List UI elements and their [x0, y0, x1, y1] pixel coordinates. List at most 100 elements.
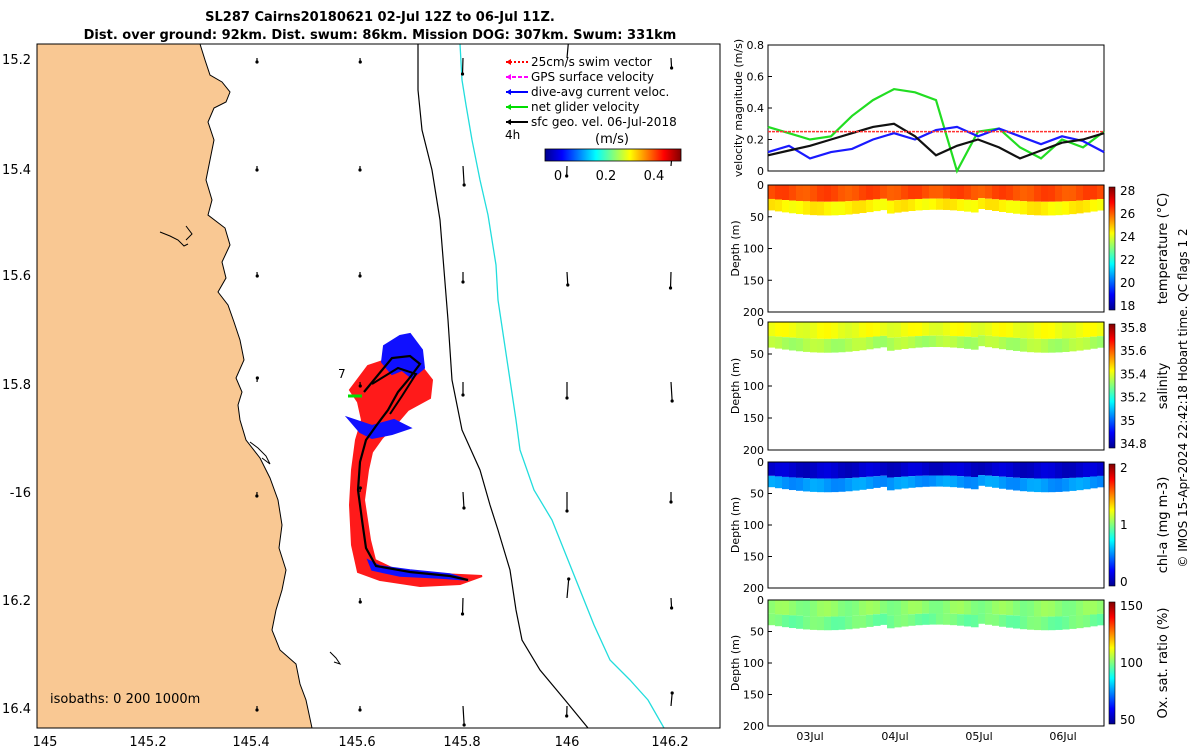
profile-cell — [887, 615, 895, 629]
profile-cell — [922, 462, 930, 476]
velocity-y-tick: 0.8 — [747, 39, 765, 52]
profile-cell — [1048, 478, 1056, 493]
profile-cell — [1006, 200, 1014, 213]
profile-cell — [894, 337, 902, 350]
profile-cell — [782, 200, 790, 213]
profile-cell — [999, 199, 1007, 212]
depth-tick: 50 — [750, 488, 764, 501]
profile-cell — [901, 199, 909, 212]
colorbar-tick: 18 — [1120, 299, 1135, 313]
depth-tick: 50 — [750, 626, 764, 639]
profile-cell — [1006, 477, 1014, 490]
depth-axis-label: Depth (m) — [729, 358, 742, 414]
isobaths-label: isobaths: 0 200 1000m — [50, 692, 200, 707]
profile-cell — [817, 478, 825, 493]
profile-cell — [859, 337, 867, 351]
profile-cell — [1048, 600, 1056, 617]
profile-cell — [908, 336, 916, 349]
profile-cell — [964, 462, 972, 477]
profile-cell — [859, 615, 867, 628]
profile-cell — [768, 475, 776, 488]
profile-cell — [1020, 600, 1028, 617]
profile-panel-1: 0 50 100 150 200 Depth (m) 28 26 24 22 20 18 tempera… — [729, 179, 1171, 319]
profile-cell — [957, 336, 965, 349]
velocity-plot-area — [767, 44, 1105, 172]
profile-cell — [985, 475, 993, 487]
profile-cell — [950, 462, 958, 476]
sfc-velocity-arrow — [670, 597, 673, 609]
profile-cell — [817, 185, 825, 202]
profile-cell — [796, 322, 804, 339]
profile-cell — [1055, 185, 1063, 202]
profile-cell — [922, 613, 930, 625]
lat-tick: 16.4 — [2, 702, 31, 717]
profile-cell — [880, 322, 888, 336]
depth-tick: 100 — [743, 380, 764, 393]
sfc-velocity-arrowhead — [565, 714, 569, 718]
profile-cell — [929, 462, 937, 476]
colorbar-tick: 0.4 — [644, 169, 665, 184]
depth-axis-label: Depth (m) — [729, 220, 742, 276]
profile-cell — [1048, 616, 1056, 631]
profile-cell — [1069, 338, 1077, 352]
velocity-series-dive-avg-current-veloc- — [767, 125, 1105, 160]
profile-cell — [845, 462, 853, 479]
profile-cell — [915, 462, 923, 476]
reef-patch-1 — [159, 231, 189, 247]
colorbar-tick: 28 — [1120, 184, 1135, 198]
colorbar-tick: 34.8 — [1120, 437, 1147, 451]
profile-cell — [852, 600, 860, 616]
legend-4h-label: 4h — [505, 128, 520, 142]
profile-cell — [901, 476, 909, 489]
profile-cell — [824, 462, 832, 479]
profile-cell — [1097, 322, 1105, 337]
profile-cell — [978, 613, 986, 624]
profile-cell — [1048, 201, 1056, 216]
time-tick: 06Jul — [1049, 730, 1076, 743]
profile-cell — [908, 614, 916, 626]
lat-tick: 16.2 — [2, 594, 31, 609]
profile-cell — [887, 322, 895, 338]
profile-cell — [999, 614, 1007, 627]
profile-cell — [915, 613, 923, 626]
profile-cell — [964, 614, 972, 627]
sfc-velocity-arrowhead — [669, 500, 673, 504]
profile-cell — [768, 198, 776, 211]
legend-arrowhead — [506, 59, 511, 65]
profile-cell — [1076, 185, 1084, 201]
profile-cell — [971, 185, 979, 201]
profile-cell — [1055, 338, 1063, 353]
profile-cell — [1069, 322, 1077, 339]
profile-cell — [978, 462, 986, 476]
figure-title-line2: Dist. over ground: 92km. Dist. swum: 86k… — [84, 28, 677, 43]
profile-cell — [922, 335, 930, 348]
profile-cell — [943, 613, 951, 625]
sfc-velocity-arrowhead — [358, 60, 362, 64]
profile-cell — [880, 185, 888, 199]
profile-cell — [1006, 600, 1014, 616]
profile-cell — [775, 185, 783, 200]
legend-label: sfc geo. vel. 06-Jul-2018 — [531, 115, 677, 129]
profile-cell — [894, 200, 902, 213]
sfc-velocity-arrowhead — [461, 280, 465, 284]
profile-cell — [1062, 462, 1070, 479]
depth-tick: 200 — [743, 582, 764, 595]
profile-cell — [873, 322, 881, 337]
profile-cell — [1027, 478, 1035, 492]
profile-cell — [873, 185, 881, 200]
profile-cell — [831, 322, 839, 339]
reef-patch-4 — [185, 225, 193, 241]
profile-cell — [1020, 616, 1028, 630]
profile-cell — [873, 199, 881, 212]
profile-cell — [985, 322, 993, 336]
profile-cell — [789, 477, 797, 491]
profile-cell — [1020, 322, 1028, 339]
profile-cell — [992, 600, 1000, 615]
profile-cell — [1006, 322, 1014, 338]
profile-cell — [894, 322, 902, 338]
profile-cell — [824, 478, 832, 493]
profile-cell — [1055, 322, 1063, 339]
profile-cell — [859, 185, 867, 201]
profile-cell — [796, 462, 804, 478]
profile-cell — [887, 185, 895, 201]
